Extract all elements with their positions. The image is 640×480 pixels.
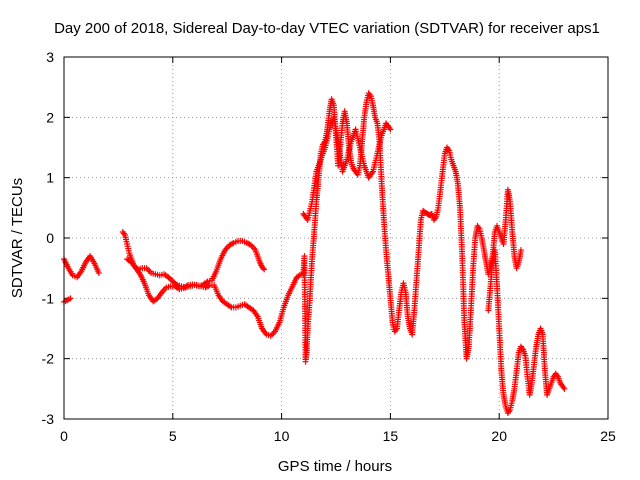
data-point: [260, 265, 267, 272]
data-point: [561, 385, 568, 392]
x-tick-label: 20: [491, 428, 507, 444]
x-tick-label: 25: [600, 428, 616, 444]
y-tick-label: -2: [42, 351, 55, 367]
plot-frame: [63, 56, 609, 420]
data-point: [517, 247, 524, 254]
data-point: [67, 295, 74, 302]
data-point: [95, 269, 102, 276]
y-tick-label: 1: [46, 170, 54, 186]
x-tick-label: 15: [383, 428, 399, 444]
x-axis-label: GPS time / hours: [278, 458, 392, 475]
y-tick-label: -1: [42, 290, 55, 306]
x-tick-label: 5: [169, 428, 177, 444]
x-tick-label: 10: [274, 428, 290, 444]
y-tick-label: -3: [42, 411, 55, 427]
axis-ticks: 0 5 10 15 20 25 -3 -2 -1 0 1 2 3: [42, 49, 616, 444]
x-tick-label: 0: [60, 428, 68, 444]
y-tick-label: 2: [46, 109, 54, 125]
data-point: [269, 331, 276, 338]
data-point: [261, 266, 268, 273]
data-points: [61, 90, 568, 416]
data-point: [387, 126, 394, 133]
y-axis-label: SDTVAR / TECUs: [9, 178, 26, 298]
y-tick-label: 0: [46, 230, 54, 246]
y-tick-label: 3: [46, 49, 54, 65]
chart-title: Day 200 of 2018, Sidereal Day-to-day VTE…: [54, 20, 600, 37]
